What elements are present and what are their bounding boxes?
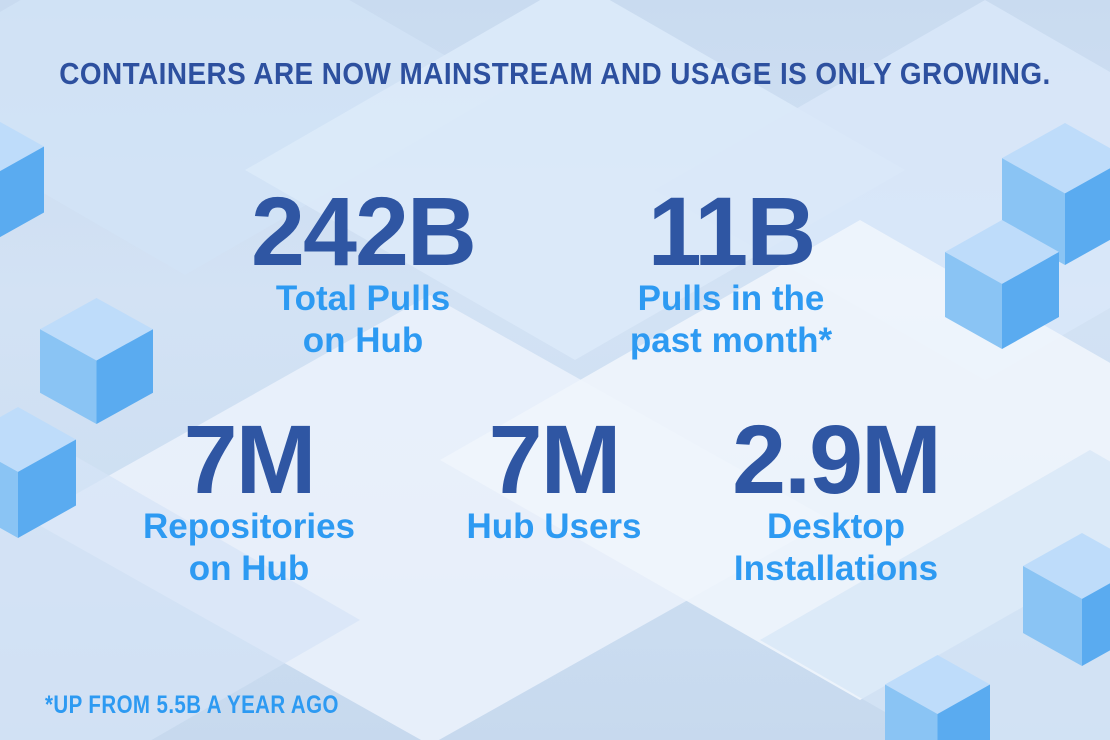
stat-value-desktop-installs: 2.9M — [732, 405, 942, 514]
stat-hub-users: 7M Hub Users — [384, 405, 724, 548]
bg-diamond — [0, 0, 505, 275]
cube-top-face — [1023, 533, 1110, 599]
cube-right-face — [18, 439, 76, 538]
stat-value-total-pulls: 242B — [251, 177, 477, 286]
bg-diamond — [245, 0, 905, 360]
stat-total-pulls: 242B Total Pulls on Hub — [193, 177, 533, 362]
cube-right-face — [1065, 168, 1110, 265]
cube-left-face — [40, 329, 97, 424]
cube-top-face — [40, 298, 153, 361]
stat-value-monthly-pulls: 11B — [647, 177, 817, 286]
stat-label-total-pulls: Total Pulls on Hub — [275, 279, 451, 360]
cube-left-face — [0, 461, 18, 538]
cube-top-face — [0, 121, 44, 172]
cube-decoration — [945, 220, 1059, 349]
cube-top-face — [0, 407, 76, 472]
cube-left-face — [885, 684, 938, 740]
cube-decoration — [0, 121, 44, 238]
stat-value-hub-users: 7M — [488, 405, 622, 514]
stat-monthly-pulls: 11B Pulls in the past month* — [561, 177, 901, 362]
cube-decoration — [40, 298, 153, 424]
stat-value-repositories: 7M — [183, 405, 317, 514]
cube-top-face — [1002, 123, 1110, 194]
stat-desktop-installs: 2.9M Desktop Installations — [666, 405, 1006, 590]
cube-decoration — [0, 407, 76, 538]
cube-decoration — [1023, 533, 1110, 666]
cube-decoration — [885, 655, 990, 740]
cube-top-face — [945, 220, 1059, 284]
page-title: CONTAINERS ARE NOW MAINSTREAM AND USAGE … — [59, 56, 1051, 91]
footnote: *UP FROM 5.5B A YEAR AGO — [45, 691, 339, 719]
bg-diamond — [760, 450, 1110, 740]
stat-label-hub-users: Hub Users — [466, 507, 642, 546]
bg-diamond — [0, 430, 360, 740]
stat-label-monthly-pulls: Pulls in the past month* — [629, 279, 833, 360]
stat-label-desktop-installs: Desktop Installations — [733, 507, 939, 588]
cube-right-face — [96, 329, 153, 424]
cube-left-face — [945, 251, 1002, 349]
cube-right-face — [937, 684, 990, 740]
stat-repositories: 7M Repositories on Hub — [79, 405, 419, 590]
cube-left-face — [1023, 565, 1082, 666]
cube-right-face — [1082, 583, 1110, 666]
cube-right-face — [1002, 251, 1059, 349]
stat-label-repositories: Repositories on Hub — [143, 507, 355, 588]
cube-right-face — [0, 146, 44, 238]
